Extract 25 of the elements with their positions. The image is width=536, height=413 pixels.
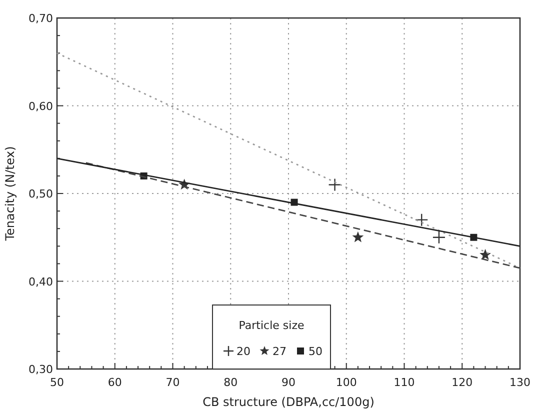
x-tick-label: 70 xyxy=(166,376,180,389)
x-tick-label: 90 xyxy=(282,376,296,389)
x-tick-label: 60 xyxy=(108,376,122,389)
x-tick-label: 120 xyxy=(452,376,473,389)
x-tick-label: 130 xyxy=(510,376,530,389)
y-tick-label: 0,50 xyxy=(28,188,53,200)
point xyxy=(480,248,491,260)
y-tick-label: 0,30 xyxy=(28,363,53,376)
y-axis-title: Tenacity (N/tex) xyxy=(3,146,17,242)
legend-title: Particle size xyxy=(238,319,304,332)
x-axis-title: CB structure (DBPA,cc/100g) xyxy=(202,395,374,409)
y-tick-label: 0,60 xyxy=(28,100,53,113)
y-tick-label: 0,40 xyxy=(28,275,53,288)
x-tick-label: 100 xyxy=(336,376,357,389)
legend-label: 20 xyxy=(236,345,250,358)
point xyxy=(415,213,428,226)
point xyxy=(328,178,342,192)
legend-label: 50 xyxy=(308,345,322,358)
x-tick-label: 80 xyxy=(224,376,238,389)
y-tick-label: 0,70 xyxy=(28,12,53,25)
point xyxy=(432,230,446,244)
point xyxy=(352,231,364,242)
x-tick-label: 110 xyxy=(394,376,415,389)
legend-label: 27 xyxy=(272,345,286,358)
x-tick-label: 50 xyxy=(50,376,64,389)
